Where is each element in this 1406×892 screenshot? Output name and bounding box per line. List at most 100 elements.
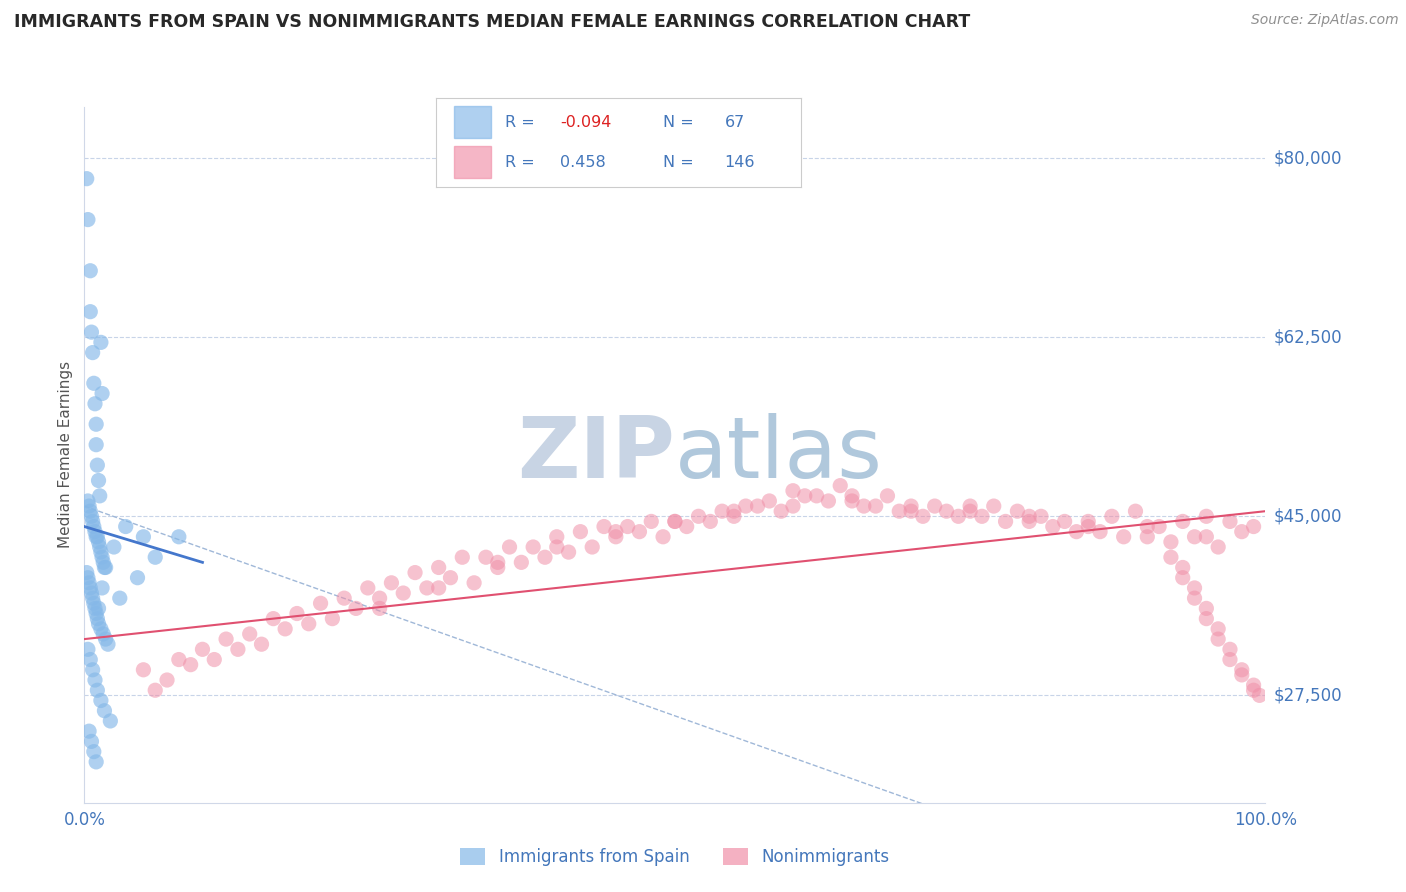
Point <box>486 555 509 569</box>
Point <box>202 652 225 666</box>
Point <box>87 474 110 488</box>
Point <box>143 550 166 565</box>
Point <box>79 264 101 278</box>
Point <box>368 591 391 606</box>
Point <box>1077 519 1099 533</box>
Point <box>782 483 804 498</box>
Point <box>83 519 105 533</box>
Text: 146: 146 <box>724 155 755 169</box>
Point <box>91 386 114 401</box>
Text: -0.094: -0.094 <box>560 115 612 129</box>
Point <box>84 397 107 411</box>
Point <box>191 642 214 657</box>
Point <box>664 515 686 529</box>
Text: N =: N = <box>662 155 693 169</box>
Point <box>79 581 101 595</box>
Point <box>1171 560 1194 574</box>
Point <box>82 591 104 606</box>
Point <box>569 524 592 539</box>
Point <box>817 494 839 508</box>
Point <box>1029 509 1052 524</box>
Point <box>127 571 149 585</box>
Point <box>688 509 710 524</box>
Point <box>84 601 107 615</box>
Point <box>87 616 110 631</box>
Point <box>1206 540 1229 554</box>
Point <box>1184 581 1206 595</box>
Point <box>94 632 117 646</box>
Point <box>640 515 662 529</box>
Point <box>664 515 686 529</box>
Point <box>1195 601 1218 615</box>
Point <box>427 581 450 595</box>
Point <box>380 575 402 590</box>
Point <box>675 519 697 533</box>
Point <box>699 515 721 529</box>
Point <box>84 607 107 621</box>
Point <box>87 534 110 549</box>
Point <box>114 519 136 533</box>
Point <box>91 555 114 569</box>
Y-axis label: Median Female Earnings: Median Female Earnings <box>58 361 73 549</box>
Point <box>82 663 104 677</box>
Point <box>93 704 115 718</box>
Point <box>86 612 108 626</box>
Point <box>83 376 105 391</box>
Point <box>80 586 103 600</box>
Point <box>889 504 911 518</box>
Point <box>734 499 756 513</box>
Point <box>581 540 603 554</box>
Point <box>522 540 544 554</box>
Point <box>98 714 121 728</box>
Text: 67: 67 <box>724 115 745 129</box>
Point <box>1171 571 1194 585</box>
Point <box>557 545 579 559</box>
Point <box>970 509 993 524</box>
Point <box>84 755 107 769</box>
Point <box>76 171 98 186</box>
Point <box>1219 515 1241 529</box>
Point <box>93 560 115 574</box>
Point <box>392 586 415 600</box>
Point <box>1147 519 1170 533</box>
Point <box>77 571 100 585</box>
Point <box>80 325 103 339</box>
Point <box>723 504 745 518</box>
Point <box>143 683 166 698</box>
Point <box>309 596 332 610</box>
Point <box>1184 591 1206 606</box>
Point <box>84 530 107 544</box>
Point <box>180 657 202 672</box>
Point <box>782 499 804 513</box>
Point <box>84 417 107 432</box>
Point <box>86 530 108 544</box>
Point <box>959 504 981 518</box>
Point <box>77 212 100 227</box>
Point <box>830 478 852 492</box>
Point <box>215 632 238 646</box>
Point <box>793 489 815 503</box>
Point <box>1206 632 1229 646</box>
Point <box>427 560 450 574</box>
Point <box>368 601 391 615</box>
Point <box>935 504 957 518</box>
Point <box>86 683 108 698</box>
Text: $45,000: $45,000 <box>1274 508 1343 525</box>
Point <box>900 504 922 518</box>
Point <box>486 560 509 574</box>
Point <box>77 575 100 590</box>
Point <box>463 575 485 590</box>
Point <box>1042 519 1064 533</box>
Point <box>983 499 1005 513</box>
Point <box>475 550 498 565</box>
Point <box>1007 504 1029 518</box>
Point <box>77 494 100 508</box>
Text: atlas: atlas <box>675 413 883 497</box>
Point <box>510 555 533 569</box>
Point <box>711 504 734 518</box>
Point <box>285 607 308 621</box>
Point <box>274 622 297 636</box>
Legend: Immigrants from Spain, Nonimmigrants: Immigrants from Spain, Nonimmigrants <box>453 839 897 874</box>
Point <box>1053 515 1076 529</box>
Point <box>103 540 125 554</box>
